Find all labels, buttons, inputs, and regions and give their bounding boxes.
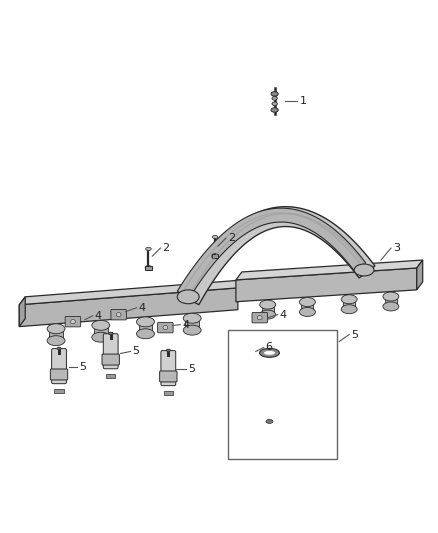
Bar bbox=[94, 325, 108, 337]
Ellipse shape bbox=[383, 302, 399, 311]
Ellipse shape bbox=[183, 325, 201, 335]
Bar bbox=[262, 305, 274, 314]
Bar bbox=[106, 374, 116, 378]
Bar bbox=[264, 423, 275, 427]
Polygon shape bbox=[19, 297, 25, 327]
Polygon shape bbox=[19, 288, 238, 327]
FancyBboxPatch shape bbox=[260, 400, 279, 413]
Polygon shape bbox=[417, 260, 423, 290]
Ellipse shape bbox=[183, 313, 201, 323]
Polygon shape bbox=[236, 268, 417, 302]
Polygon shape bbox=[177, 208, 366, 298]
Ellipse shape bbox=[260, 310, 276, 319]
Ellipse shape bbox=[47, 336, 65, 345]
Bar bbox=[301, 302, 314, 312]
Bar bbox=[54, 389, 64, 393]
Ellipse shape bbox=[272, 96, 277, 100]
Text: 5: 5 bbox=[133, 346, 140, 357]
FancyBboxPatch shape bbox=[102, 354, 120, 365]
Ellipse shape bbox=[177, 290, 199, 304]
Ellipse shape bbox=[383, 292, 399, 301]
Bar bbox=[385, 296, 397, 306]
Text: 4: 4 bbox=[279, 310, 287, 320]
Ellipse shape bbox=[260, 349, 279, 357]
FancyBboxPatch shape bbox=[111, 310, 127, 320]
FancyBboxPatch shape bbox=[65, 317, 81, 327]
Text: 5: 5 bbox=[79, 362, 86, 373]
FancyBboxPatch shape bbox=[212, 254, 218, 259]
Ellipse shape bbox=[57, 347, 61, 350]
Ellipse shape bbox=[271, 108, 278, 112]
Ellipse shape bbox=[166, 349, 170, 352]
Text: 4: 4 bbox=[138, 303, 146, 313]
Bar bbox=[164, 391, 173, 395]
FancyBboxPatch shape bbox=[252, 312, 268, 323]
Text: 5: 5 bbox=[351, 329, 358, 340]
Ellipse shape bbox=[212, 254, 218, 259]
FancyBboxPatch shape bbox=[261, 378, 278, 416]
Ellipse shape bbox=[266, 419, 273, 423]
FancyBboxPatch shape bbox=[103, 334, 118, 369]
Ellipse shape bbox=[146, 247, 151, 251]
Ellipse shape bbox=[271, 92, 278, 96]
FancyBboxPatch shape bbox=[145, 265, 152, 270]
Ellipse shape bbox=[212, 236, 218, 239]
Polygon shape bbox=[181, 207, 375, 305]
FancyBboxPatch shape bbox=[161, 351, 176, 386]
Ellipse shape bbox=[272, 102, 277, 106]
FancyBboxPatch shape bbox=[158, 322, 173, 333]
Bar bbox=[49, 329, 63, 341]
Text: 2: 2 bbox=[162, 243, 170, 253]
Ellipse shape bbox=[300, 297, 315, 306]
Ellipse shape bbox=[116, 312, 121, 317]
Ellipse shape bbox=[109, 332, 113, 335]
Text: 4: 4 bbox=[95, 311, 102, 321]
Bar bbox=[228, 329, 337, 459]
Ellipse shape bbox=[92, 320, 110, 330]
Text: 1: 1 bbox=[300, 96, 307, 106]
Bar bbox=[343, 299, 355, 309]
Ellipse shape bbox=[300, 308, 315, 317]
FancyBboxPatch shape bbox=[50, 369, 68, 380]
Polygon shape bbox=[236, 260, 423, 280]
FancyBboxPatch shape bbox=[159, 371, 177, 382]
Ellipse shape bbox=[137, 317, 155, 327]
Ellipse shape bbox=[163, 326, 168, 330]
Ellipse shape bbox=[354, 264, 374, 276]
Ellipse shape bbox=[137, 329, 155, 339]
Ellipse shape bbox=[92, 332, 110, 342]
Ellipse shape bbox=[145, 265, 152, 270]
Ellipse shape bbox=[264, 351, 275, 355]
FancyBboxPatch shape bbox=[52, 349, 67, 384]
Ellipse shape bbox=[267, 376, 272, 378]
Ellipse shape bbox=[47, 324, 65, 334]
Text: 6: 6 bbox=[266, 343, 273, 352]
Bar bbox=[138, 322, 152, 334]
Ellipse shape bbox=[260, 300, 276, 309]
Text: 2: 2 bbox=[228, 233, 235, 243]
Text: 3: 3 bbox=[393, 243, 400, 253]
Ellipse shape bbox=[341, 295, 357, 304]
Text: 4: 4 bbox=[182, 320, 189, 329]
Bar bbox=[185, 318, 199, 330]
Ellipse shape bbox=[341, 305, 357, 314]
Text: 5: 5 bbox=[188, 365, 195, 374]
Ellipse shape bbox=[258, 316, 262, 320]
Polygon shape bbox=[19, 280, 244, 305]
Ellipse shape bbox=[71, 320, 75, 324]
